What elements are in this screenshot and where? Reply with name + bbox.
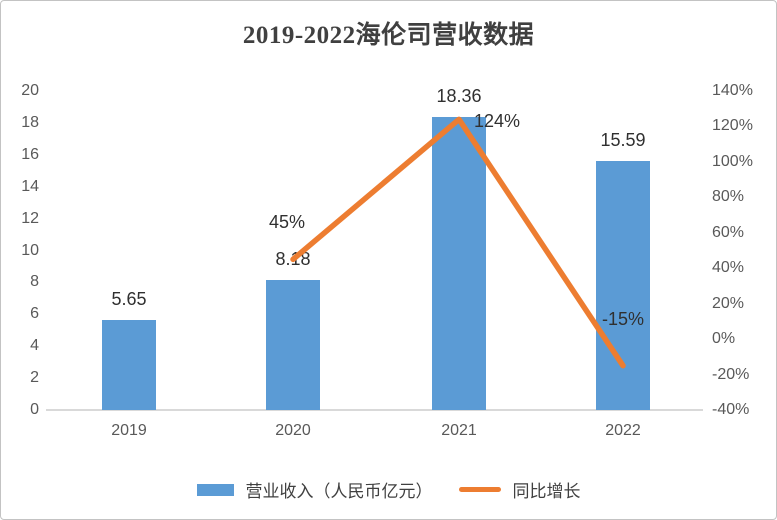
y-axis-tick-right: 0%: [712, 330, 736, 348]
y-axis-tick-left: 0: [30, 401, 39, 418]
x-axis-line: [46, 409, 703, 411]
bar-data-label: 18.36: [436, 86, 482, 107]
bar: [266, 279, 320, 410]
y-axis-tick-left: 10: [21, 241, 39, 259]
y-axis-tick-right: 80%: [712, 188, 745, 206]
bar: [596, 161, 650, 410]
y-axis-tick-right: 100%: [712, 152, 753, 170]
bar-data-label: 15.59: [600, 130, 646, 151]
y-axis-tick-left: 6: [30, 305, 39, 323]
x-axis-label: 2021: [441, 422, 477, 439]
legend: 营业收入（人民币亿元） 同比增长: [1, 477, 776, 502]
y-axis-tick-right: -20%: [712, 365, 750, 383]
y-axis-tick-right: 40%: [712, 259, 745, 277]
legend-bar-label: 营业收入（人民币亿元）: [245, 482, 433, 501]
y-axis-tick-right: 120%: [712, 117, 753, 135]
y-axis-tick-left: 16: [21, 145, 39, 163]
line-data-label: 124%: [473, 111, 521, 132]
chart-title: 2019-2022海伦司营收数据: [242, 22, 535, 49]
y-axis-tick-left: 18: [21, 113, 39, 131]
legend-line-swatch: [458, 487, 501, 492]
line-data-label: -15%: [601, 308, 645, 329]
y-axis-tick-left: 12: [21, 209, 39, 227]
x-axis-label: 2019: [111, 422, 147, 439]
y-axis-tick-left: 2: [30, 369, 39, 387]
y-axis-tick-left: 4: [30, 337, 39, 355]
bar-data-label: 8.18: [275, 248, 311, 269]
y-axis-tick-right: -40%: [712, 401, 750, 418]
bar: [432, 117, 486, 410]
x-axis-label: 2020: [275, 422, 311, 439]
bar: [102, 319, 156, 410]
y-axis-tick-right: 60%: [712, 223, 745, 241]
legend-bar-swatch: [196, 483, 234, 496]
y-axis-tick-right: 20%: [712, 294, 745, 312]
y-axis-tick-left: 14: [21, 177, 39, 195]
y-axis-tick-right: 140%: [712, 82, 753, 99]
legend-line-label: 同比增长: [512, 482, 581, 501]
bar-data-label: 5.65: [111, 288, 147, 309]
x-axis-label: 2022: [605, 422, 641, 439]
y-axis-tick-left: 20: [21, 82, 39, 99]
y-axis-tick-left: 8: [30, 273, 39, 291]
line-data-label: 45%: [268, 212, 306, 233]
